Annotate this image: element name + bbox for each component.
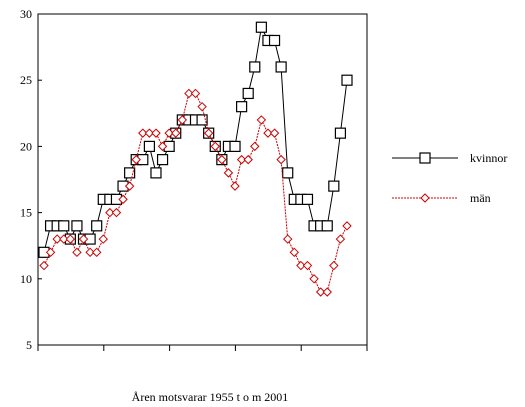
data-point xyxy=(157,141,168,152)
data-point xyxy=(184,88,194,99)
data-point xyxy=(275,61,287,73)
y-tick-label: 15 xyxy=(20,206,32,220)
data-point xyxy=(250,141,260,152)
data-point xyxy=(296,260,306,271)
y-tick-label: 5 xyxy=(26,338,32,352)
data-point xyxy=(78,234,89,244)
legend: kvinnor män xyxy=(392,151,507,205)
y-tick-label: 10 xyxy=(20,272,32,286)
data-point xyxy=(131,154,141,165)
data-point xyxy=(242,87,254,100)
data-point xyxy=(334,127,347,139)
data-point xyxy=(329,260,339,271)
data-point xyxy=(282,167,294,179)
data-point xyxy=(255,21,267,33)
data-point xyxy=(124,181,135,191)
legend-label: kvinnor xyxy=(470,151,507,165)
data-point xyxy=(118,194,128,205)
data-point xyxy=(98,234,108,244)
data-point xyxy=(85,247,95,258)
x-axis xyxy=(37,345,368,351)
legend-marker xyxy=(420,193,430,203)
data-point xyxy=(341,74,353,86)
legend-item: kvinnor xyxy=(392,151,507,165)
data-point xyxy=(243,154,253,165)
y-tick-label: 30 xyxy=(20,7,32,21)
data-point xyxy=(301,193,314,205)
x-axis-caption: Åren motsvarar 1955 t o m 2001 xyxy=(132,390,289,404)
data-point xyxy=(223,168,234,178)
data-point xyxy=(190,88,201,99)
data-point xyxy=(151,128,161,138)
data-point xyxy=(236,101,248,113)
y-axis: 5 10 15 20 25 30 xyxy=(20,7,42,352)
y-tick-label: 20 xyxy=(20,139,32,153)
data-point xyxy=(321,220,333,232)
data-point xyxy=(328,180,340,192)
series-2 xyxy=(39,88,352,297)
data-point xyxy=(58,220,70,232)
data-point xyxy=(138,128,148,138)
data-point xyxy=(256,115,267,125)
legend-marker xyxy=(419,152,431,164)
data-point xyxy=(164,128,174,138)
data-point xyxy=(59,234,69,244)
data-point xyxy=(196,114,208,126)
data-point xyxy=(39,260,49,271)
series-line xyxy=(43,25,348,253)
data-point xyxy=(268,34,281,47)
data-point xyxy=(52,234,62,244)
data-point xyxy=(276,154,286,165)
data-point xyxy=(177,115,188,125)
data-point xyxy=(315,287,326,297)
data-point xyxy=(342,221,352,231)
data-point xyxy=(269,128,280,138)
series-1 xyxy=(38,21,353,258)
data-point xyxy=(230,181,240,191)
data-point xyxy=(322,287,332,297)
legend-item: män xyxy=(392,191,491,205)
data-point xyxy=(309,274,319,284)
data-point xyxy=(72,247,82,258)
legend-label: män xyxy=(470,191,491,205)
data-point xyxy=(203,128,214,138)
data-point xyxy=(105,207,115,218)
data-point xyxy=(236,154,247,165)
data-point xyxy=(71,220,83,232)
data-point xyxy=(210,141,220,152)
data-point xyxy=(283,234,293,244)
data-point xyxy=(124,167,136,179)
series-layer xyxy=(38,21,353,297)
y-tick-label: 25 xyxy=(20,73,32,87)
data-point xyxy=(171,128,181,138)
data-point xyxy=(111,207,122,218)
data-point xyxy=(144,128,155,138)
plot-frame xyxy=(37,13,368,346)
data-point xyxy=(91,247,102,258)
data-point xyxy=(302,260,313,271)
data-point xyxy=(45,247,56,258)
data-point xyxy=(197,101,207,112)
data-point xyxy=(249,61,261,73)
data-point xyxy=(217,154,227,165)
data-point xyxy=(289,247,300,258)
data-point xyxy=(335,234,346,244)
data-point xyxy=(150,167,162,179)
data-point xyxy=(263,128,273,138)
data-point xyxy=(229,140,241,152)
data-point xyxy=(143,140,155,152)
data-point xyxy=(65,234,76,244)
data-point xyxy=(91,220,103,232)
data-point xyxy=(156,154,169,166)
